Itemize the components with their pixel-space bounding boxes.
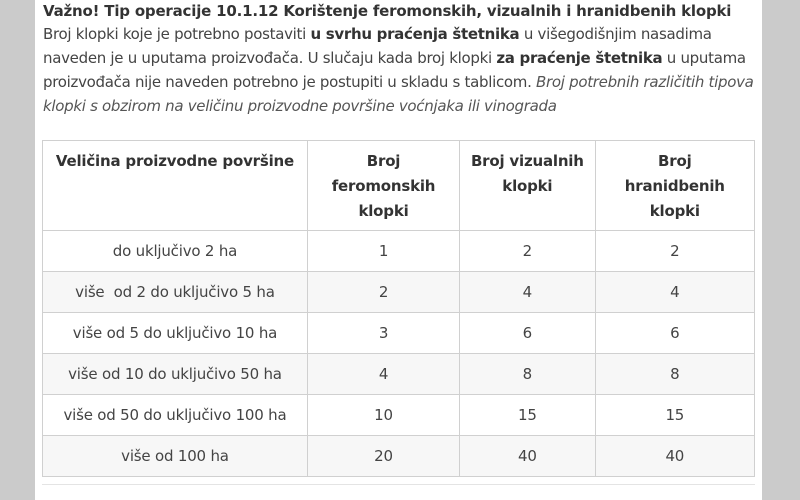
- intro-bold-2: za praćenje štetnika: [496, 49, 663, 67]
- cell-pheromone: 2: [306, 271, 461, 313]
- cell-feeding: 40: [594, 435, 756, 477]
- table-row: više od 5 do uključivo 10 ha 3 6 6: [42, 312, 756, 354]
- cell-pheromone: 20: [306, 435, 461, 477]
- cell-area: do uključivo 2 ha: [42, 230, 308, 272]
- cell-area: više od 10 do uključivo 50 ha: [42, 353, 308, 395]
- cell-visual: 40: [459, 435, 596, 477]
- content-panel: Važno! Tip operacije 10.1.12 Korištenje …: [35, 0, 762, 500]
- table-row: više od 2 do uključivo 5 ha 2 4 4: [42, 271, 756, 313]
- cell-feeding: 4: [594, 271, 756, 313]
- notice-paragraph: Broj klopki koje je potrebno postaviti u…: [43, 22, 758, 118]
- cell-area: više od 2 do uključivo 5 ha: [42, 271, 308, 313]
- table-row: više od 100 ha 20 40 40: [42, 435, 756, 477]
- intro-text-2: u višegodišnjim nasadima naveden je u up…: [43, 25, 712, 67]
- cell-visual: 8: [459, 353, 596, 395]
- table-row: do uključivo 2 ha 1 2 2: [42, 230, 756, 272]
- right-margin: [762, 0, 800, 500]
- table-header-row: Veličina proizvodne površine Broj feromo…: [42, 140, 756, 231]
- intro-italic: Broj potrebnih različitih tipova klopki …: [43, 73, 754, 115]
- notice-heading: Važno! Tip operacije 10.1.12 Korištenje …: [43, 2, 732, 20]
- intro-bold-1: u svrhu praćenja štetnika: [310, 25, 520, 43]
- cell-area: više od 5 do uključivo 10 ha: [42, 312, 308, 354]
- intro-text-1: Broj klopki koje je potrebno postaviti: [43, 25, 311, 43]
- cell-visual: 4: [459, 271, 596, 313]
- header-feeding: Broj hranidbenih klopki: [594, 140, 756, 231]
- cell-feeding: 2: [594, 230, 756, 272]
- cell-feeding: 15: [594, 394, 756, 436]
- table-row: više od 10 do uključivo 50 ha 4 8 8: [42, 353, 756, 395]
- left-margin: [0, 0, 35, 500]
- cell-visual: 2: [459, 230, 596, 272]
- cell-area: više od 50 do uključivo 100 ha: [42, 394, 308, 436]
- intro-text-3: u uputama proizvođača nije naveden potre…: [43, 49, 746, 91]
- cell-visual: 15: [459, 394, 596, 436]
- cell-visual: 6: [459, 312, 596, 354]
- table-row: više od 50 do uključivo 100 ha 10 15 15: [42, 394, 756, 436]
- cell-pheromone: 3: [306, 312, 461, 354]
- cell-pheromone: 1: [306, 230, 461, 272]
- cell-pheromone: 4: [306, 353, 461, 395]
- header-visual: Broj vizualnih klopki: [459, 140, 596, 231]
- cell-pheromone: 10: [306, 394, 461, 436]
- header-pheromone: Broj feromonskih klopki: [306, 140, 461, 231]
- header-area: Veličina proizvodne površine: [42, 140, 308, 231]
- cell-area: više od 100 ha: [42, 435, 308, 477]
- cell-feeding: 6: [594, 312, 756, 354]
- divider: [42, 484, 755, 485]
- cell-feeding: 8: [594, 353, 756, 395]
- traps-table: Veličina proizvodne površine Broj feromo…: [42, 140, 756, 477]
- notice-block: Važno! Tip operacije 10.1.12 Korištenje …: [43, 0, 758, 118]
